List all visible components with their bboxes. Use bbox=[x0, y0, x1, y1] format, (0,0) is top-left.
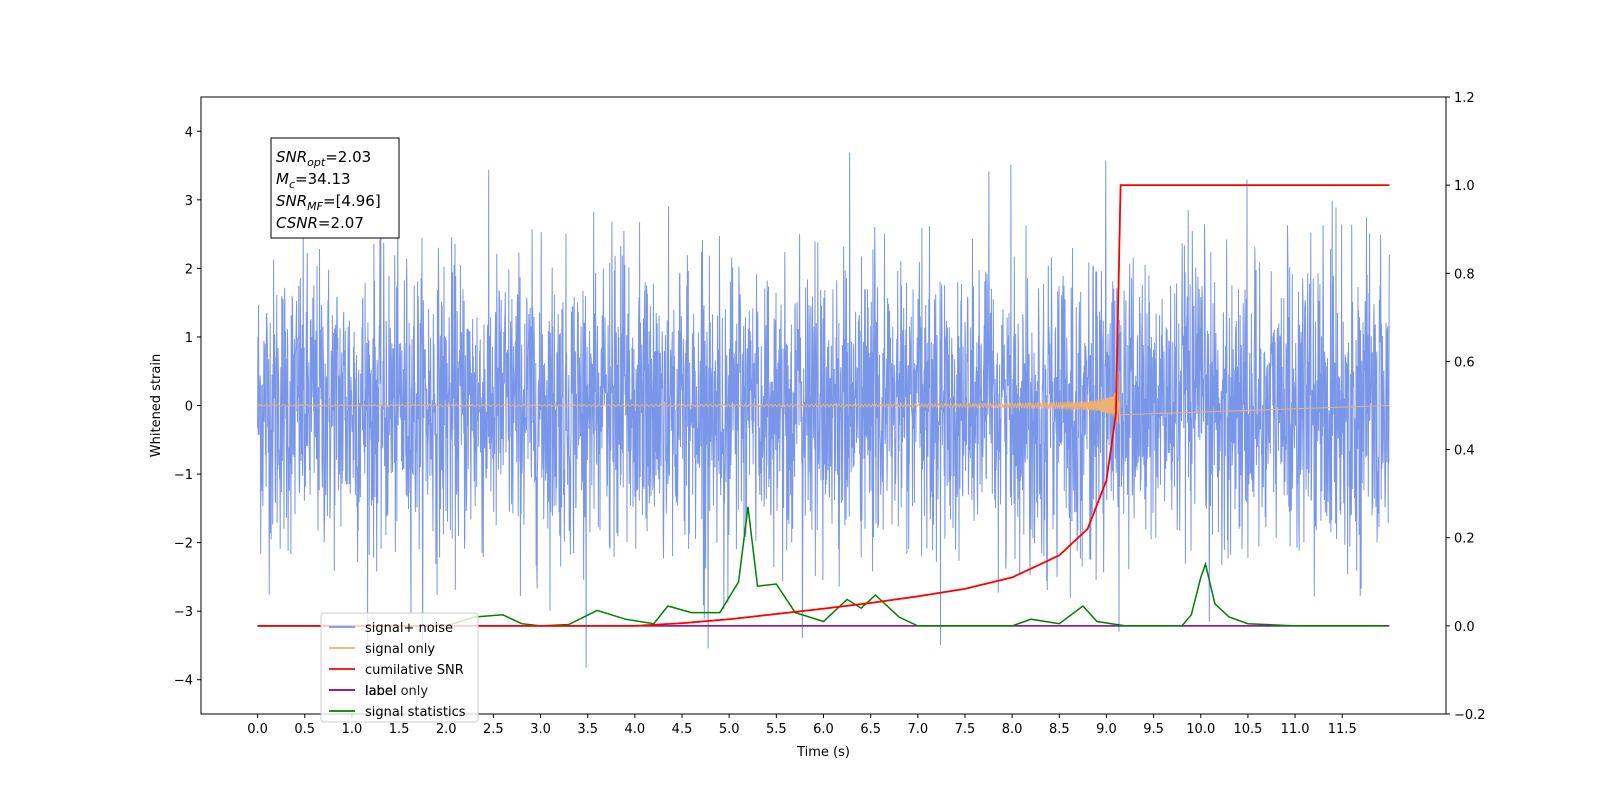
y-tick-label: 0 bbox=[185, 400, 193, 415]
y-tick-label: 3 bbox=[185, 194, 193, 209]
legend-entry: signal only bbox=[365, 642, 435, 657]
x-axis-label: Time (s) bbox=[796, 745, 850, 760]
annotation-line: CSNR=2.07 bbox=[276, 214, 364, 232]
y-tick-label: −3 bbox=[174, 605, 193, 620]
y-tick-label: −2 bbox=[174, 537, 193, 552]
y2-tick-label: 0.8 bbox=[1454, 267, 1475, 282]
x-axis: 0.0 0.5 1.0 1.5 2.0 2.5 3.0 3.5 4.0 4.5 5.0 5.5 6.0 6… bbox=[247, 714, 1357, 737]
x-tick-label: 6.0 bbox=[813, 722, 834, 737]
x-tick-label: 8.0 bbox=[1002, 722, 1023, 737]
x-tick-label: 5.0 bbox=[719, 722, 740, 737]
x-tick-label: 3.5 bbox=[577, 722, 598, 737]
legend-entry: signal+ noise bbox=[365, 621, 453, 636]
y-tick-label: 4 bbox=[185, 125, 193, 140]
y-tick-label: 1 bbox=[185, 331, 193, 346]
x-tick-label: 4.0 bbox=[625, 722, 646, 737]
x-tick-label: 10.0 bbox=[1186, 722, 1215, 737]
y-tick-label: −4 bbox=[174, 674, 193, 689]
annotation-line: SNRopt=2.03 bbox=[276, 148, 371, 169]
x-tick-label: 11.0 bbox=[1281, 722, 1310, 737]
series-layer bbox=[257, 152, 1390, 668]
legend-entry-label: label bbox=[365, 684, 396, 699]
x-tick-label: 6.5 bbox=[860, 722, 881, 737]
y2-tick-label: 1.0 bbox=[1454, 179, 1475, 194]
x-tick-label: 1.5 bbox=[389, 722, 410, 737]
series-signal-only bbox=[257, 371, 1390, 425]
x-tick-label: 9.0 bbox=[1096, 722, 1117, 737]
x-tick-label: 3.0 bbox=[530, 722, 551, 737]
x-tick-label: 5.5 bbox=[766, 722, 787, 737]
x-tick-label: 9.5 bbox=[1143, 722, 1164, 737]
x-tick-label: 1.0 bbox=[342, 722, 363, 737]
series-signal-statistics bbox=[257, 506, 1385, 627]
y2-tick-label: 0.0 bbox=[1454, 620, 1475, 635]
y-tick-label: 2 bbox=[185, 262, 193, 277]
annotation-line: SNRMF=[4.96] bbox=[276, 192, 381, 213]
y2-tick-label: 0.4 bbox=[1454, 444, 1475, 459]
x-tick-label: 4.5 bbox=[672, 722, 693, 737]
y2-tick-label: 0.2 bbox=[1454, 532, 1475, 547]
legend: signal+ noise signal only cumilative SNR la… bbox=[320, 612, 479, 723]
legend-frame bbox=[320, 612, 479, 723]
x-tick-label: 7.5 bbox=[955, 722, 976, 737]
y-axis-label: Whitened strain bbox=[149, 354, 164, 457]
y-tick-label: −1 bbox=[174, 468, 193, 483]
y-axis-left: −4 −3 −2 −1 0 1 2 3 4 bbox=[174, 125, 201, 689]
legend-entry-ghost: label only bbox=[365, 684, 428, 699]
x-tick-label: 0.5 bbox=[294, 722, 315, 737]
x-tick-label: 2.0 bbox=[436, 722, 457, 737]
x-tick-label: 7.0 bbox=[907, 722, 928, 737]
series-signal-noise bbox=[257, 152, 1390, 668]
x-tick-label: 2.5 bbox=[483, 722, 504, 737]
annotation-frame bbox=[270, 137, 400, 239]
series-cumulative-snr bbox=[257, 184, 1390, 627]
legend-entry: signal statistics bbox=[365, 705, 466, 720]
annotation-line: Mc=34.13 bbox=[276, 170, 351, 191]
y2-tick-label: 0.6 bbox=[1454, 355, 1475, 370]
x-tick-label: 11.5 bbox=[1328, 722, 1357, 737]
y-axis-right: −0.2 0.0 0.2 0.4 0.6 0.8 1.0 1.2 bbox=[1446, 91, 1486, 723]
y2-tick-label: −0.2 bbox=[1454, 708, 1486, 723]
legend-entry: label bbox=[365, 684, 396, 699]
legend-entry: cumilative SNR bbox=[365, 663, 464, 678]
x-tick-label: 8.5 bbox=[1049, 722, 1070, 737]
x-tick-label: 0.0 bbox=[247, 722, 268, 737]
x-tick-label: 10.5 bbox=[1233, 722, 1262, 737]
y2-tick-label: 1.2 bbox=[1454, 91, 1475, 106]
